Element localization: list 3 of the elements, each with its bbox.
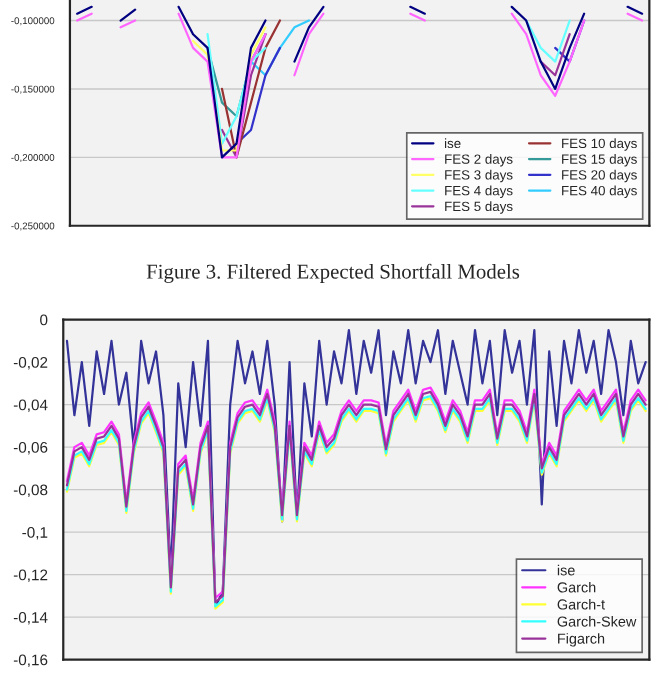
caption: Figure 3. Filtered Expected Shortfall Models [146,263,520,283]
line-series [65,329,647,608]
line-series [220,19,282,159]
